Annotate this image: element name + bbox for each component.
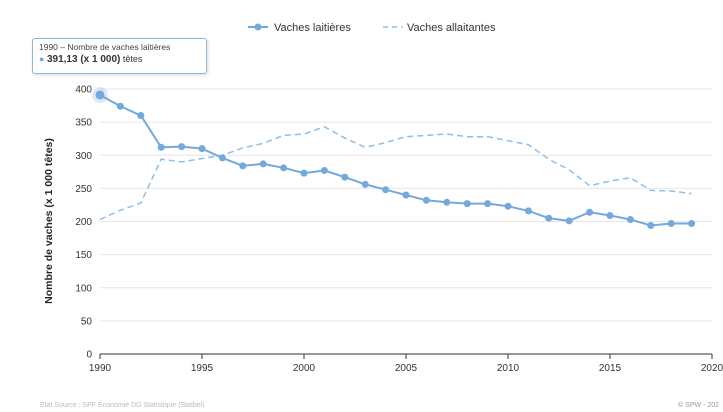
- data-point-laitieres-2006[interactable]: [422, 196, 430, 204]
- data-point-laitieres-2009[interactable]: [484, 200, 492, 208]
- x-tick-label-4: 2010: [497, 363, 520, 374]
- tooltip-value-row: ● 391,13 (x 1 000) têtes: [39, 54, 200, 65]
- data-point-laitieres-1994[interactable]: [178, 143, 186, 151]
- data-point-laitieres-2002[interactable]: [341, 173, 349, 181]
- x-axis-ticks: 1990 1995 2000 2005 2010 2015 2020: [89, 354, 723, 374]
- data-point-laitieres-2019[interactable]: [688, 219, 696, 227]
- data-point-laitieres-2004[interactable]: [382, 186, 390, 194]
- footer-source: Etat Source : SPF Économie DG Statistiqu…: [40, 402, 205, 409]
- y-tick-label-7: 350: [75, 118, 92, 129]
- legend[interactable]: Vaches laitières Vaches allaitantes: [248, 22, 496, 34]
- series-vaches-laitieres: [92, 86, 696, 229]
- legend-item-laitieres[interactable]: Vaches laitières: [248, 22, 351, 34]
- data-point-laitieres-1992[interactable]: [137, 112, 145, 119]
- data-point-laitieres-2010[interactable]: [504, 202, 512, 210]
- data-point-laitieres-2008[interactable]: [463, 200, 471, 208]
- data-point-laitieres-1993[interactable]: [157, 143, 165, 151]
- x-tick-label-6: 2020: [701, 363, 723, 374]
- y-tick-label-0: 0: [86, 350, 92, 361]
- y-tick-label-1: 50: [81, 316, 93, 327]
- data-point-laitieres-1995[interactable]: [198, 145, 206, 153]
- y-tick-label-2: 100: [75, 283, 92, 294]
- tooltip-value: 391,13 (x 1 000): [46, 54, 121, 65]
- data-point-laitieres-1990[interactable]: [95, 90, 105, 100]
- data-point-laitieres-2001[interactable]: [320, 166, 328, 174]
- x-tick-label-3: 2005: [395, 363, 418, 374]
- legend-item-allaitantes[interactable]: Vaches allaitantes: [383, 22, 496, 34]
- tooltip-bullet-icon: ●: [39, 54, 45, 64]
- gridlines: [100, 88, 712, 322]
- y-axis-ticks: 0 50 100 150 200 250 300 350 400: [75, 85, 92, 361]
- data-point-laitieres-2017[interactable]: [647, 221, 655, 229]
- data-point-laitieres-2011[interactable]: [524, 207, 532, 215]
- x-tick-label-1: 1995: [191, 363, 214, 374]
- tooltip-title: 1990 – Nombre de vaches laitières: [39, 42, 171, 52]
- data-point-laitieres-2000[interactable]: [300, 169, 308, 177]
- data-point-laitieres-2012[interactable]: [545, 214, 553, 222]
- y-tick-label-3: 150: [75, 250, 92, 261]
- data-point-laitieres-1996[interactable]: [218, 154, 226, 162]
- data-point-laitieres-2013[interactable]: [565, 217, 573, 225]
- y-tick-label-6: 300: [75, 151, 92, 162]
- data-point-laitieres-1999[interactable]: [280, 164, 288, 172]
- data-point-laitieres-2016[interactable]: [626, 216, 634, 224]
- data-point-laitieres-2015[interactable]: [606, 212, 614, 220]
- footer-credit: © SPW - 202: [678, 402, 719, 409]
- data-point-laitieres-2005[interactable]: [402, 191, 410, 199]
- series-line-allaitantes[interactable]: [99, 125, 692, 221]
- y-axis-title: Nombre de vaches (x 1 000 têtes): [43, 138, 55, 304]
- series-vaches-allaitantes: [99, 125, 692, 221]
- legend-label-laitieres: Vaches laitières: [274, 22, 351, 34]
- y-tick-label-8: 400: [75, 85, 92, 96]
- legend-label-allaitantes: Vaches allaitantes: [407, 22, 496, 34]
- data-point-laitieres-2003[interactable]: [361, 180, 369, 188]
- y-tick-label-5: 250: [75, 184, 92, 195]
- x-tick-label-5: 2015: [599, 363, 622, 374]
- x-tick-label-2: 2000: [293, 363, 316, 374]
- data-point-laitieres-2018[interactable]: [667, 219, 675, 227]
- data-point-laitieres-2007[interactable]: [443, 198, 451, 206]
- tooltip: 1990 – Nombre de vaches laitières ● 391,…: [32, 38, 207, 74]
- data-point-laitieres-1998[interactable]: [259, 160, 267, 168]
- data-point-laitieres-1997[interactable]: [239, 162, 247, 170]
- data-point-laitieres-1991[interactable]: [116, 102, 124, 110]
- x-tick-label-0: 1990: [89, 363, 112, 374]
- tooltip-unit: têtes: [122, 54, 143, 64]
- data-point-laitieres-2014[interactable]: [586, 208, 594, 216]
- legend-marker-laitieres: [254, 23, 262, 31]
- y-tick-label-4: 200: [75, 217, 92, 228]
